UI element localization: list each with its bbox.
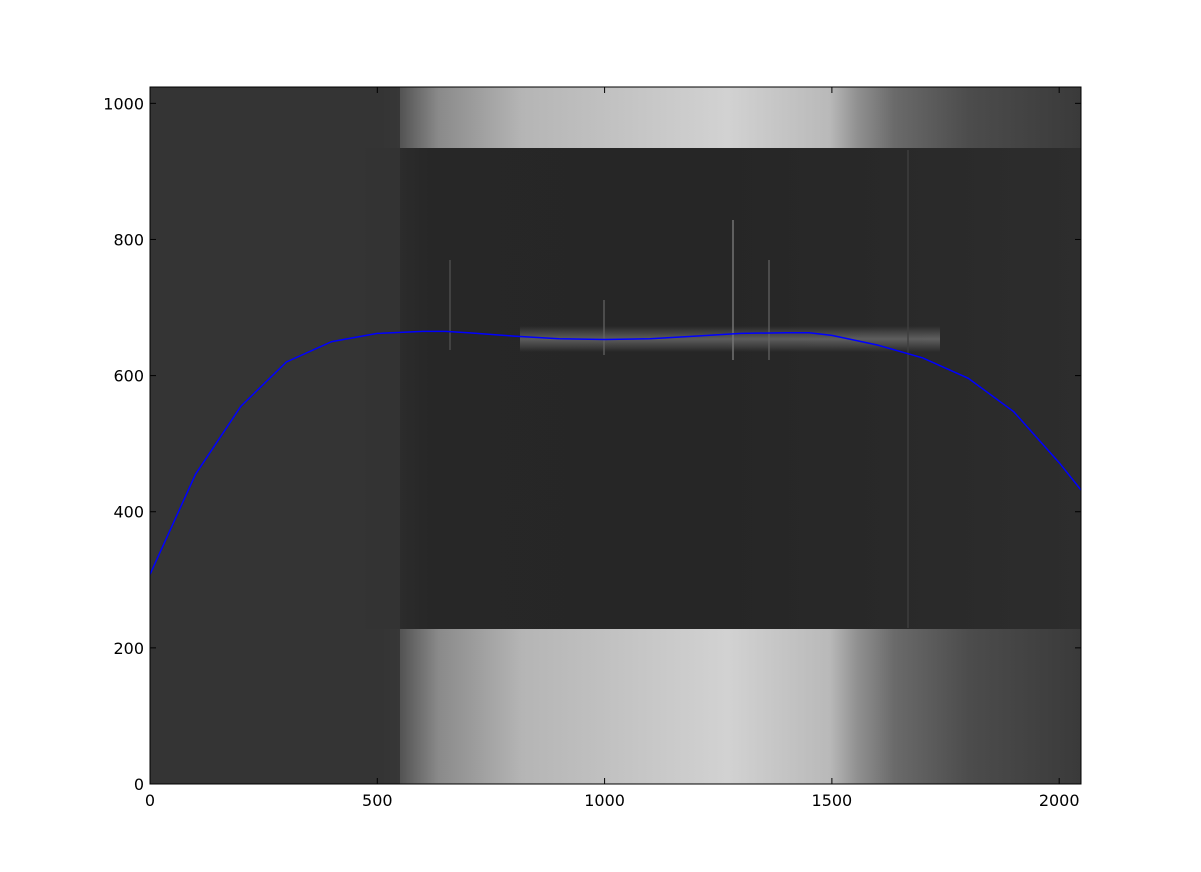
emission-line-2 <box>768 260 770 360</box>
x-tick-label: 1500 <box>812 791 853 810</box>
y-tick-label: 800 <box>113 230 144 249</box>
emission-line-1 <box>732 220 734 360</box>
emission-line-4 <box>449 260 451 350</box>
y-tick-label: 1000 <box>103 94 144 113</box>
emission-line-5 <box>907 150 909 628</box>
x-tick-label: 2000 <box>1039 791 1080 810</box>
y-tick-label: 0 <box>134 775 144 794</box>
y-tick-label: 200 <box>113 639 144 658</box>
spectrum-image <box>150 87 1081 784</box>
y-tick-label: 400 <box>113 503 144 522</box>
x-tick-label: 1000 <box>584 791 625 810</box>
x-tick-label: 500 <box>362 791 393 810</box>
x-tick-label: 0 <box>145 791 155 810</box>
emission-line-3 <box>603 300 605 355</box>
y-tick-label: 600 <box>113 367 144 386</box>
left-dark-region <box>150 87 400 784</box>
